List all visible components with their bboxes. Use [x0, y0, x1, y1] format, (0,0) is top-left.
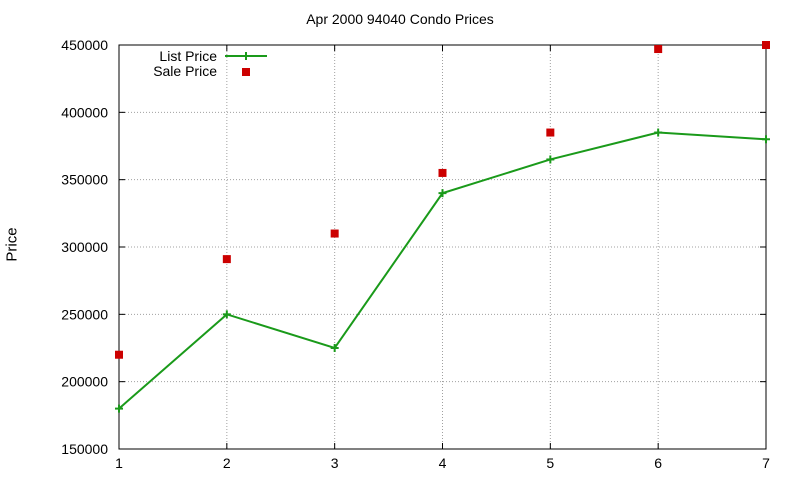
y-tick-label: 200000 — [61, 374, 108, 390]
y-tick-label: 250000 — [61, 306, 108, 322]
sale-price-point — [438, 168, 447, 177]
x-tick-label: 7 — [762, 455, 770, 471]
x-tick-label: 6 — [654, 455, 662, 471]
x-tick-label: 5 — [546, 455, 554, 471]
y-tick-label: 450000 — [61, 37, 108, 53]
list-price-point — [654, 128, 663, 137]
list-price-point — [330, 344, 339, 352]
x-tick-label: 1 — [115, 455, 123, 471]
y-tick-label: 350000 — [61, 172, 108, 188]
x-tick-label: 4 — [439, 455, 447, 471]
sale-price-point — [222, 255, 231, 264]
sale-price-point — [654, 45, 663, 54]
list-price-point — [115, 404, 123, 413]
y-tick-label: 150000 — [61, 441, 108, 457]
y-tick-label: 400000 — [61, 104, 108, 120]
list-price-point — [546, 155, 555, 164]
x-tick-label: 3 — [331, 455, 339, 471]
legend-marker-sale-price — [242, 68, 250, 76]
grid-layer — [119, 45, 766, 449]
sale-price-point — [330, 229, 339, 238]
list-price-point — [438, 189, 447, 198]
y-tick-label: 300000 — [61, 239, 108, 255]
series-layer — [115, 41, 770, 413]
sale-price-point — [115, 350, 123, 359]
list-price-point — [222, 310, 231, 319]
axes-layer: 150000 200000 250000 300000 350000 400000 4500… — [61, 37, 770, 471]
chart-title: Apr 2000 94040 Condo Prices — [306, 11, 494, 27]
list-price-point — [762, 135, 770, 144]
sale-price-point — [546, 128, 555, 137]
x-tick-label: 2 — [223, 455, 231, 471]
legend-label-sale-price: Sale Price — [153, 63, 217, 79]
legend-label-list-price: List Price — [159, 48, 217, 64]
sale-price-point — [762, 41, 770, 49]
